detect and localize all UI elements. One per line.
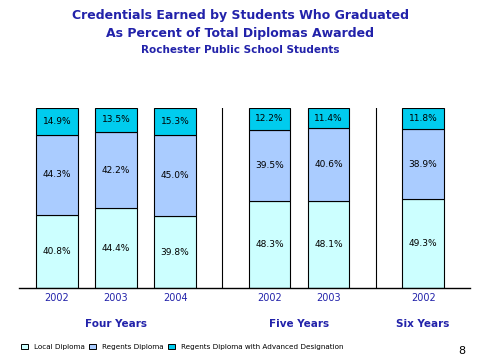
Text: Credentials Earned by Students Who Graduated: Credentials Earned by Students Who Gradu… bbox=[72, 9, 408, 22]
Text: Six Years: Six Years bbox=[396, 319, 450, 329]
Text: 15.3%: 15.3% bbox=[161, 117, 190, 126]
Text: 11.8%: 11.8% bbox=[409, 114, 438, 123]
Text: 40.8%: 40.8% bbox=[43, 247, 72, 256]
Text: Five Years: Five Years bbox=[269, 319, 329, 329]
Bar bbox=[96, 108, 137, 132]
Bar bbox=[308, 108, 349, 129]
Text: 42.2%: 42.2% bbox=[102, 166, 130, 175]
Text: 38.9%: 38.9% bbox=[409, 160, 438, 169]
Text: As Percent of Total Diplomas Awarded: As Percent of Total Diplomas Awarded bbox=[106, 27, 374, 40]
Text: 11.4%: 11.4% bbox=[314, 114, 343, 122]
Text: 40.6%: 40.6% bbox=[314, 161, 343, 169]
Text: 14.9%: 14.9% bbox=[43, 117, 72, 126]
Bar bbox=[155, 108, 196, 135]
Bar bbox=[96, 208, 137, 288]
Bar bbox=[155, 216, 196, 288]
Bar bbox=[403, 129, 444, 199]
Bar bbox=[249, 108, 290, 130]
Bar bbox=[403, 199, 444, 288]
Text: Rochester Public School Students: Rochester Public School Students bbox=[141, 45, 339, 55]
Bar bbox=[403, 108, 444, 129]
Text: 39.5%: 39.5% bbox=[255, 161, 284, 170]
Text: 45.0%: 45.0% bbox=[161, 171, 190, 180]
Bar bbox=[36, 135, 78, 215]
Legend: Local Diploma, Regents Diploma, Regents Diploma with Advanced Designation: Local Diploma, Regents Diploma, Regents … bbox=[18, 341, 347, 353]
Text: Four Years: Four Years bbox=[85, 319, 147, 329]
Bar bbox=[308, 129, 349, 202]
Text: 44.3%: 44.3% bbox=[43, 170, 71, 179]
Text: 49.3%: 49.3% bbox=[409, 239, 437, 248]
Bar bbox=[36, 108, 78, 135]
Text: 48.3%: 48.3% bbox=[255, 240, 284, 249]
Text: 8: 8 bbox=[458, 346, 466, 356]
Bar bbox=[308, 202, 349, 288]
Text: 12.2%: 12.2% bbox=[255, 114, 284, 123]
Bar bbox=[155, 135, 196, 216]
Text: 39.8%: 39.8% bbox=[161, 248, 190, 257]
Text: 44.4%: 44.4% bbox=[102, 243, 130, 253]
Bar bbox=[249, 130, 290, 201]
Text: 13.5%: 13.5% bbox=[102, 116, 131, 125]
Bar bbox=[249, 201, 290, 288]
Bar bbox=[36, 215, 78, 288]
Text: 48.1%: 48.1% bbox=[314, 240, 343, 249]
Bar bbox=[96, 132, 137, 208]
